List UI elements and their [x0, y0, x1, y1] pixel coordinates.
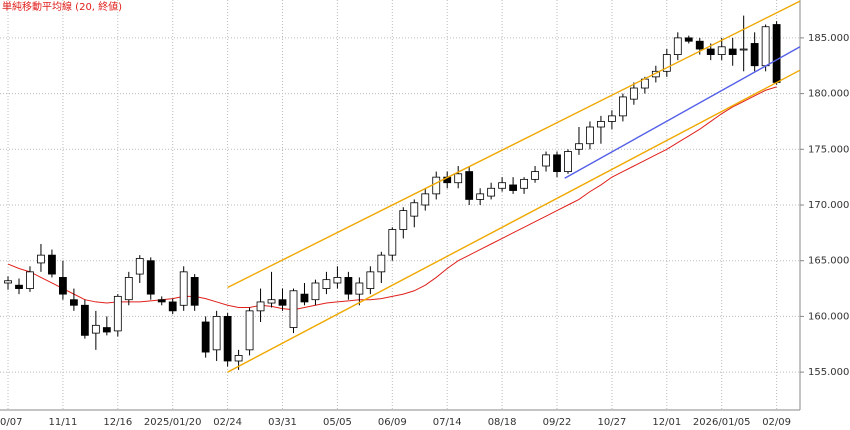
candle-body — [102, 327, 111, 333]
candle-body — [37, 254, 45, 264]
candle-body — [728, 48, 737, 55]
candle-body — [289, 290, 298, 328]
candle-body — [135, 258, 144, 275]
candle-body — [564, 151, 572, 172]
candle-body — [388, 229, 397, 256]
candle-body — [651, 70, 660, 78]
candle-body — [344, 277, 353, 295]
candle-body — [26, 271, 34, 289]
x-tick-label: 02/09 — [762, 417, 791, 428]
candle-body — [234, 355, 243, 362]
candle-body — [662, 54, 671, 72]
candle-body — [245, 310, 254, 351]
candle-body — [124, 277, 133, 301]
candle-body — [761, 26, 770, 67]
candle-body — [212, 316, 221, 351]
x-tick-label: 10/27 — [597, 417, 626, 428]
candle-body — [80, 304, 89, 336]
x-tick-label: 02/24 — [213, 417, 242, 428]
candle-body — [366, 271, 375, 289]
candle-body — [695, 40, 704, 50]
candle-body — [113, 295, 122, 332]
x-tick-label: 2025/01/20 — [144, 417, 202, 428]
candle-body — [542, 154, 550, 167]
candle-body — [750, 43, 759, 67]
trend-line — [227, 69, 801, 373]
candle-body — [410, 202, 419, 217]
candle-body — [399, 210, 408, 230]
candle-body — [586, 126, 594, 145]
candle-body — [575, 143, 583, 150]
candle-body — [684, 37, 693, 42]
x-tick-label: 07/14 — [433, 417, 462, 428]
x-tick-label: 12/16 — [103, 417, 132, 428]
candle-body — [454, 173, 463, 184]
candle-body — [15, 284, 23, 289]
candle-body — [300, 293, 309, 303]
candle-body — [739, 48, 748, 51]
moving-average — [7, 86, 777, 311]
candle-body — [333, 277, 342, 284]
y-tick-label: 180.000 — [808, 89, 849, 100]
trend-line — [564, 46, 801, 179]
candle-body — [256, 301, 265, 312]
candle-body — [608, 115, 616, 122]
chart-title: 単純移動平均線 (20, 終値) — [2, 0, 122, 13]
candle-body — [421, 193, 430, 206]
x-tick-label: 10/07 — [0, 417, 22, 428]
x-tick-label: 06/09 — [378, 417, 407, 428]
candle-body — [278, 299, 287, 306]
trend-line — [227, 0, 801, 289]
candle-body — [465, 171, 474, 200]
candle-body — [59, 277, 67, 295]
candle-body — [4, 280, 12, 284]
x-tick-label: 2026/01/05 — [693, 417, 751, 428]
y-tick-label: 170.000 — [808, 200, 849, 211]
candle-body — [48, 254, 56, 275]
candle-body — [717, 46, 726, 55]
candle-body — [179, 271, 188, 306]
y-tick-label: 160.000 — [808, 311, 849, 322]
candle-body — [322, 279, 331, 289]
candle-body — [553, 154, 561, 172]
x-tick-label: 11/11 — [49, 417, 78, 428]
y-tick-label: 175.000 — [808, 144, 849, 155]
candle-body — [190, 277, 199, 306]
candle-body — [618, 96, 627, 117]
candle-body — [157, 299, 166, 303]
candle-body — [146, 260, 155, 295]
x-tick-label: 03/31 — [268, 417, 297, 428]
candle-body — [355, 282, 364, 295]
candle-body — [706, 48, 715, 55]
y-tick-label: 165.000 — [808, 256, 849, 267]
candle-body — [531, 171, 539, 180]
candle-body — [223, 316, 232, 362]
candle-body — [509, 184, 517, 191]
candle-body — [673, 37, 682, 55]
candle-body — [311, 282, 320, 301]
candle-body — [597, 121, 605, 128]
candle-body — [476, 193, 485, 200]
candle-body — [432, 176, 441, 195]
candle-body — [201, 321, 210, 353]
candle-body — [772, 24, 781, 83]
x-tick-label: 12/01 — [652, 417, 681, 428]
candle-body — [168, 301, 177, 312]
candle-body — [487, 187, 496, 197]
candle-body — [520, 178, 528, 189]
candle-body — [91, 324, 100, 334]
x-tick-label: 05/05 — [323, 417, 352, 428]
candle-body — [629, 87, 638, 100]
y-tick-label: 185.000 — [808, 33, 849, 44]
x-tick-label: 08/18 — [488, 417, 517, 428]
candle-body — [267, 299, 276, 304]
candle-body — [69, 299, 78, 306]
candle-body — [377, 254, 386, 273]
candle-body — [498, 182, 507, 189]
y-tick-label: 155.000 — [808, 367, 849, 378]
x-tick-label: 09/22 — [543, 417, 572, 428]
